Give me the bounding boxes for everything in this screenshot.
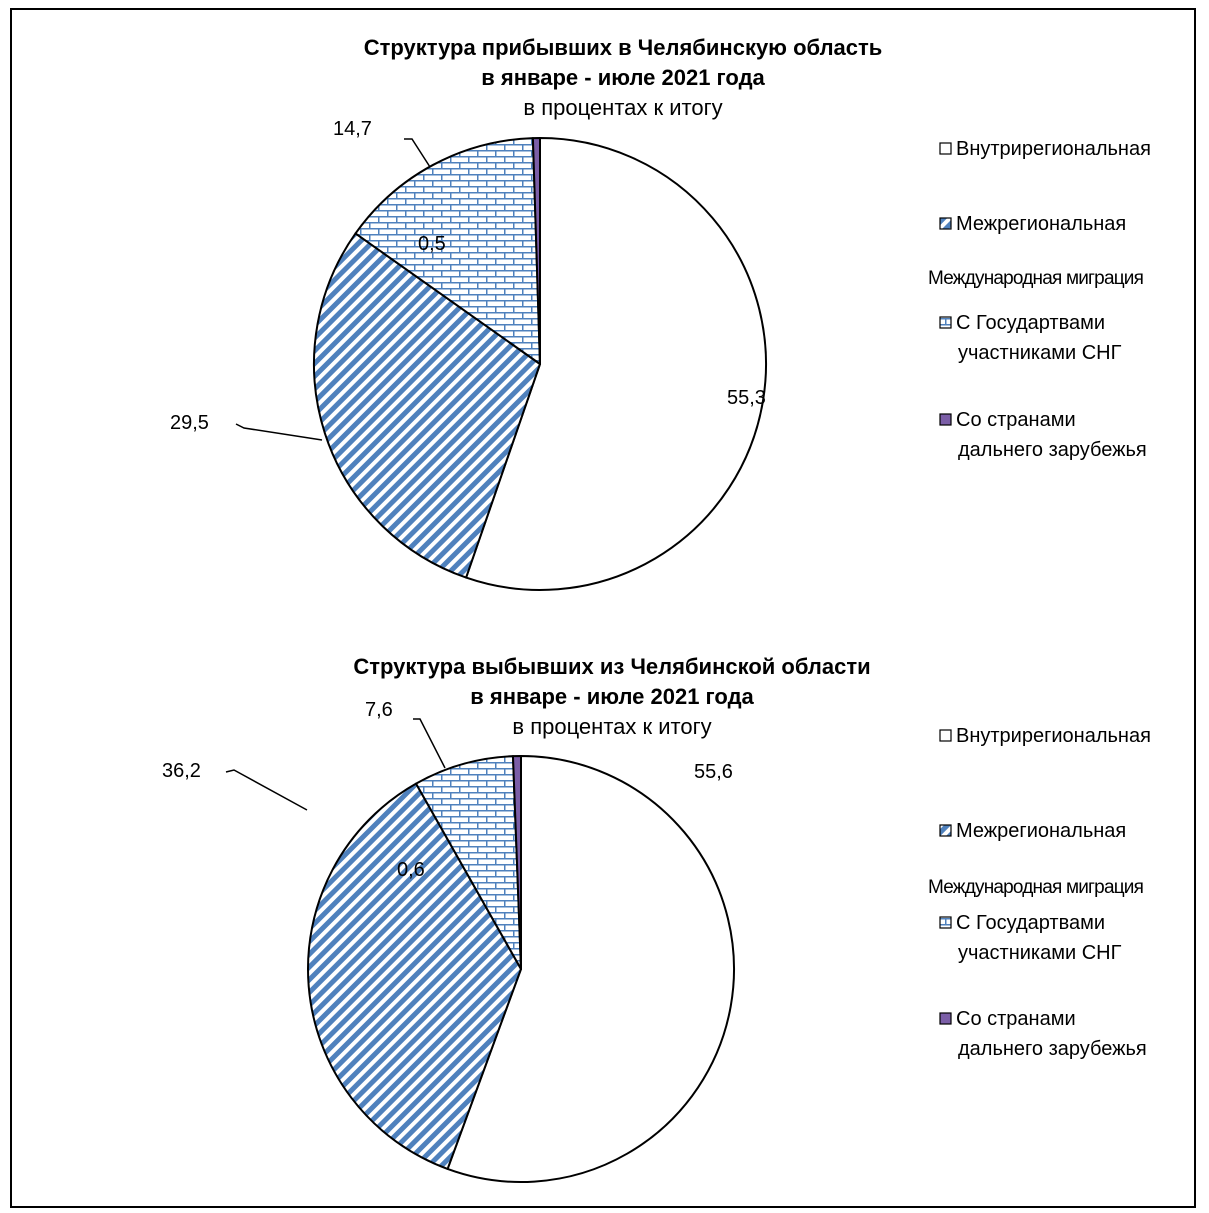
legend-swatch-inter (939, 824, 952, 837)
chart-1-labels: 55,3 29,5 14,7 0,5 (170, 118, 766, 441)
chart-frame (10, 8, 1196, 1208)
legend-swatch-intra (939, 142, 952, 155)
legend-swatch-intra (939, 729, 952, 742)
legend-label-cis: С Государтвами (956, 312, 1105, 334)
leader-line-cis (404, 138, 431, 168)
chart-2-title-line1: Структура выбывших из Челябинской област… (353, 654, 870, 679)
pie-slice-intra (446, 755, 735, 1183)
chart-2-labels: 55,6 36,2 7,6 0,6 (162, 699, 733, 881)
pie-slice-inter (313, 232, 541, 579)
legend-label-far: Со странами (956, 1008, 1076, 1030)
pie-slice-intra (465, 137, 767, 591)
legend-group-label: Международная миграция (928, 877, 1143, 898)
legend-swatch-inter (939, 217, 952, 230)
legend-label-inter: Межрегиональная (956, 213, 1126, 235)
legend-label-far: Со странами (956, 409, 1076, 431)
chart-2-legend: Внутрирегиональная Межрегиональная С Госуд… (928, 725, 1151, 1060)
chart-1-title-line1: Структура прибывших в Челябинскую област… (364, 35, 883, 60)
data-label-intra: 55,3 (727, 387, 766, 409)
leader-line-inter (235, 423, 323, 441)
legend-swatch-cis (939, 316, 952, 329)
chart-1-subtitle: в процентах к итогу (523, 95, 722, 120)
legend-label-far: дальнего зарубежья (958, 1038, 1147, 1060)
data-label-inter: 29,5 (170, 412, 209, 434)
legend-swatch-far (939, 1012, 952, 1025)
pie-slice-cis (415, 755, 522, 970)
legend-label-far: дальнего зарубежья (958, 439, 1147, 461)
pie-slice-far (511, 754, 522, 970)
legend-label-cis: С Государтвами (956, 912, 1105, 934)
leader-line-cis (413, 718, 446, 769)
pie-slice-inter (307, 782, 522, 1170)
chart-2-title-line2: в январе - июле 2021 года (470, 684, 754, 709)
data-label-far: 0,5 (418, 233, 446, 255)
legend-swatch-far (939, 413, 952, 426)
legend-swatch-cis (939, 916, 952, 929)
data-label-intra: 55,6 (694, 761, 733, 783)
chart-2-subtitle: в процентах к итогу (512, 714, 711, 739)
chart-2-pie (307, 754, 735, 1183)
data-label-cis: 14,7 (333, 118, 372, 140)
pie-slice-far (531, 136, 541, 365)
data-label-inter: 36,2 (162, 760, 201, 782)
legend-group-label: Международная миграция (928, 268, 1143, 289)
chart-1-legend: Внутрирегиональная Межрегиональная С Госуд… (928, 138, 1151, 461)
chart-1: Структура прибывших в Челябинскую област… (170, 35, 1151, 591)
chart-1-pie (313, 136, 767, 591)
legend-label-intra: Внутрирегиональная (956, 725, 1151, 747)
legend-label-cis: участниками СНГ (958, 942, 1122, 964)
data-label-cis: 7,6 (365, 699, 393, 721)
chart-2: Структура выбывших из Челябинской област… (162, 654, 1151, 1183)
legend-label-inter: Межрегиональная (956, 820, 1126, 842)
chart-1-title-line2: в январе - июле 2021 года (481, 65, 765, 90)
legend-label-cis: участниками СНГ (958, 342, 1122, 364)
pie-slice-cis (354, 137, 541, 365)
legend-label-intra: Внутрирегиональная (956, 138, 1151, 160)
leader-line-inter (225, 769, 308, 811)
data-label-far: 0,6 (397, 859, 425, 881)
